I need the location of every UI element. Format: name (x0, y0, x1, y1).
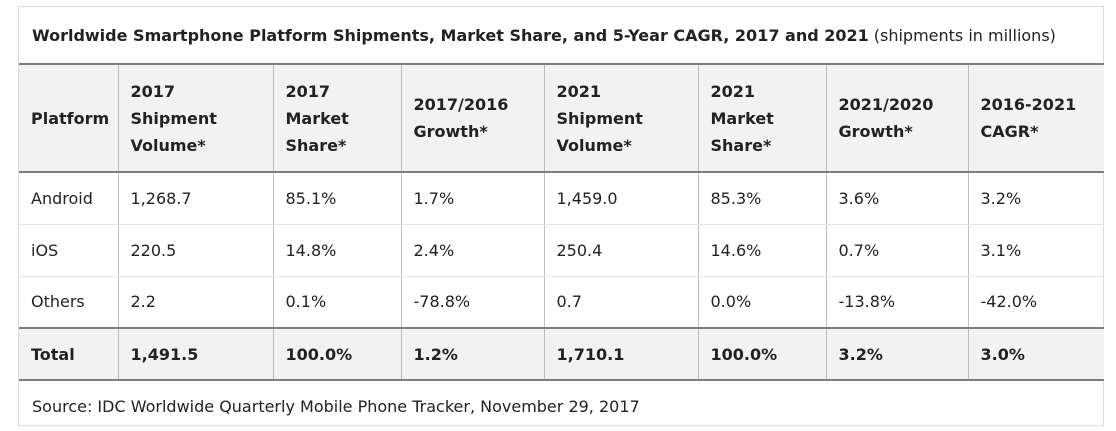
header-2017-shipment-volume: 2017 Shipment Volume* (117, 63, 273, 173)
table-cell: 1.7% (400, 172, 544, 225)
table-cell: 0.1% (272, 276, 401, 329)
header-2016-2021-cagr: 2016-2021 CAGR* (967, 63, 1104, 173)
table-cell: 1,491.5 (117, 327, 273, 381)
header-2021-2020-growth: 2021/2020 Growth* (825, 63, 968, 173)
table-cell: 3.0% (967, 327, 1104, 381)
table-cell: 250.4 (543, 224, 698, 277)
table-cell: 3.2% (967, 172, 1104, 225)
table-cell: 14.6% (697, 224, 826, 277)
table-cell: 3.2% (825, 327, 968, 381)
table-cell: 2.4% (400, 224, 544, 277)
table-row: Others 2.2 0.1% -78.8% 0.7 0.0% -13.8% -… (19, 276, 1104, 329)
table-cell: 1,268.7 (117, 172, 273, 225)
table-cell: 2.2 (117, 276, 273, 329)
header-platform: Platform (19, 63, 118, 173)
table-cell: 0.0% (697, 276, 826, 329)
header-2021-market-share: 2021 Market Share* (697, 63, 826, 173)
table-cell: Others (19, 276, 118, 329)
table-cell: 1.2% (400, 327, 544, 381)
shipments-table: Platform 2017 Shipment Volume* 2017 Mark… (19, 63, 1104, 381)
table-cell: Total (19, 327, 118, 381)
table-caption: Worldwide Smartphone Platform Shipments,… (19, 7, 1103, 63)
table-cell: -78.8% (400, 276, 544, 329)
table-title: Worldwide Smartphone Platform Shipments,… (32, 25, 869, 45)
table-row: Android 1,268.7 85.1% 1.7% 1,459.0 85.3%… (19, 172, 1104, 225)
table-cell: iOS (19, 224, 118, 277)
table-cell: -42.0% (967, 276, 1104, 329)
table-cell: 3.1% (967, 224, 1104, 277)
header-2017-2016-growth: 2017/2016 Growth* (400, 63, 544, 173)
table-cell: 85.3% (697, 172, 826, 225)
table-cell: 85.1% (272, 172, 401, 225)
table-cell: 1,710.1 (543, 327, 698, 381)
table-cell: 3.6% (825, 172, 968, 225)
header-row: Platform 2017 Shipment Volume* 2017 Mark… (19, 63, 1104, 173)
total-row: Total 1,491.5 100.0% 1.2% 1,710.1 100.0%… (19, 327, 1104, 381)
table-cell: 1,459.0 (543, 172, 698, 225)
table-subtitle: (shipments in millions) (873, 25, 1056, 45)
header-2021-shipment-volume: 2021 Shipment Volume* (543, 63, 698, 173)
table-cell: -13.8% (825, 276, 968, 329)
shipments-table-container: Worldwide Smartphone Platform Shipments,… (18, 6, 1104, 426)
table-cell: 100.0% (272, 327, 401, 381)
table-cell: 220.5 (117, 224, 273, 277)
table-cell: 100.0% (697, 327, 826, 381)
header-2017-market-share: 2017 Market Share* (272, 63, 401, 173)
table-cell: 14.8% (272, 224, 401, 277)
table-row: iOS 220.5 14.8% 2.4% 250.4 14.6% 0.7% 3.… (19, 224, 1104, 277)
table-cell: 0.7 (543, 276, 698, 329)
table-cell: 0.7% (825, 224, 968, 277)
source-note: Source: IDC Worldwide Quarterly Mobile P… (32, 396, 640, 416)
table-cell: Android (19, 172, 118, 225)
